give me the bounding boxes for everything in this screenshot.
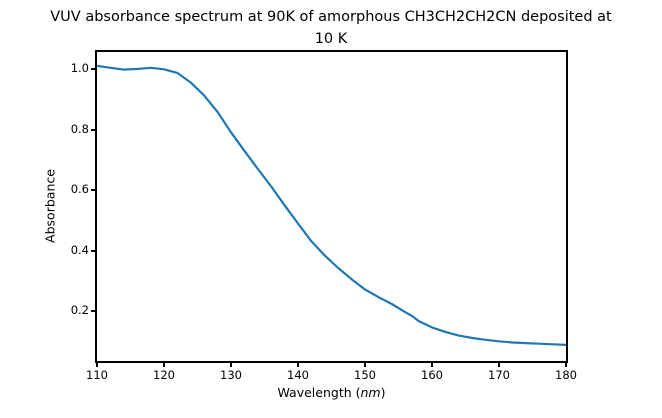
x-axis-label-prefix: Wavelength (	[277, 385, 361, 400]
x-tick-mark	[431, 363, 433, 367]
chart-title: VUV absorbance spectrum at 90K of amorph…	[0, 6, 662, 50]
y-tick-mark	[91, 189, 95, 192]
x-tick-label: 180	[555, 368, 577, 382]
y-axis-label: Absorbance	[42, 169, 58, 243]
x-tick-label: 150	[354, 368, 376, 382]
x-tick-label: 130	[220, 368, 242, 382]
x-axis-label: Wavelength (nm)	[97, 385, 566, 400]
x-tick-mark	[163, 363, 165, 367]
plot-area	[95, 50, 568, 363]
y-tick-label: 0.8	[70, 121, 89, 136]
y-tick-mark	[91, 310, 95, 313]
x-axis-label-unit: nm	[360, 385, 381, 400]
y-tick-mark	[91, 128, 95, 131]
chart-title-line-2: 10 K	[314, 31, 348, 47]
chart-title-line-1: VUV absorbance spectrum at 90K of amorph…	[50, 9, 612, 25]
x-tick-label: 120	[153, 368, 175, 382]
x-tick-label: 140	[287, 368, 309, 382]
y-tick-label: 0.6	[70, 182, 89, 197]
x-tick-label: 160	[421, 368, 443, 382]
absorbance-curve	[97, 64, 566, 346]
x-tick-mark	[96, 363, 98, 367]
x-tick-mark	[498, 363, 500, 367]
y-tick-mark	[91, 249, 95, 252]
y-tick-label: 1.0	[70, 60, 89, 75]
x-tick-mark	[565, 363, 567, 367]
spectrum-line-chart	[97, 64, 566, 346]
y-tick-mark	[91, 67, 95, 70]
x-axis-label-suffix: )	[380, 385, 386, 400]
x-tick-label: 110	[86, 368, 108, 382]
y-tick-label: 0.4	[70, 242, 89, 257]
x-tick-mark	[297, 363, 299, 367]
x-tick-mark	[230, 363, 232, 367]
x-tick-mark	[364, 363, 366, 367]
y-tick-label: 0.2	[70, 303, 89, 318]
x-tick-label: 170	[488, 368, 510, 382]
